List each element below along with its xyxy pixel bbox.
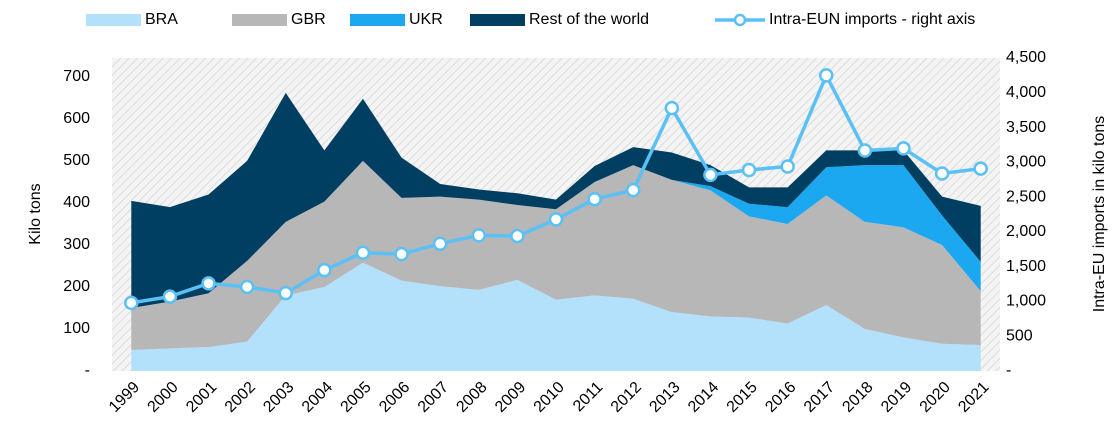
x-tick-label: 2012 bbox=[608, 379, 645, 416]
x-tick-label: 2020 bbox=[917, 379, 954, 416]
line-marker bbox=[703, 167, 718, 183]
y-axis-label: Kilo tons bbox=[27, 183, 44, 244]
y-tick-label: 400 bbox=[63, 194, 90, 211]
area bbox=[131, 92, 981, 308]
x-tick-label: 2016 bbox=[762, 379, 799, 416]
line-marker bbox=[162, 289, 178, 304]
x-tick-label: 2021 bbox=[955, 379, 992, 416]
x-tick-label: 2015 bbox=[724, 379, 761, 416]
legend-swatch bbox=[470, 14, 525, 26]
x-tick-label: 2007 bbox=[415, 379, 452, 416]
line-marker bbox=[664, 100, 680, 116]
y2-tick-label: 1,000 bbox=[1006, 293, 1046, 310]
line-marker bbox=[819, 68, 834, 83]
legend-label: Intra-EUN imports - right axis bbox=[769, 11, 975, 28]
area bbox=[131, 262, 981, 371]
line-marker bbox=[587, 191, 602, 207]
line-marker bbox=[471, 228, 487, 243]
x-tick-label: 2000 bbox=[145, 379, 182, 416]
x-tick-label: 2010 bbox=[531, 379, 568, 416]
y2-tick-label: 500 bbox=[1006, 327, 1033, 344]
y2-tick-label: 4,500 bbox=[1006, 49, 1046, 66]
legend-swatch bbox=[733, 13, 747, 27]
line-marker bbox=[317, 262, 332, 278]
y-tick-label: - bbox=[85, 362, 90, 379]
line-marker bbox=[973, 161, 988, 176]
legend-label: GBR bbox=[291, 11, 326, 28]
x-tick-label: 1999 bbox=[106, 379, 143, 416]
x-tick-label: 2017 bbox=[801, 379, 838, 416]
y-tick-label: 500 bbox=[63, 152, 90, 169]
legend-swatch bbox=[232, 14, 287, 26]
line-marker bbox=[201, 276, 216, 291]
y2-tick-label: 3,500 bbox=[1006, 119, 1046, 136]
line-marker bbox=[394, 246, 409, 262]
line-marker bbox=[780, 159, 795, 174]
x-tick-label: 2004 bbox=[299, 379, 336, 416]
y2-axis-label: Intra-EU imports in kilo tons bbox=[1091, 116, 1108, 313]
x-tick-label: 2003 bbox=[260, 379, 297, 416]
x-tick-label: 2009 bbox=[492, 379, 529, 416]
x-tick-label: 2011 bbox=[570, 379, 606, 415]
x-tick-label: 2014 bbox=[685, 379, 722, 416]
line-marker bbox=[432, 236, 448, 251]
x-tick-label: 2005 bbox=[338, 379, 375, 416]
x-tick-label: 2002 bbox=[222, 379, 259, 416]
x-tick-label: 2013 bbox=[646, 379, 683, 416]
legend-label: Rest of the world bbox=[529, 11, 649, 28]
line-marker bbox=[741, 162, 757, 178]
legend-swatch bbox=[350, 14, 405, 26]
x-tick-label: 2006 bbox=[376, 379, 413, 416]
y-tick-label: 200 bbox=[63, 278, 90, 295]
x-tick-label: 2019 bbox=[878, 379, 915, 416]
line-marker bbox=[934, 166, 950, 181]
line-marker bbox=[857, 143, 873, 158]
line-marker bbox=[355, 245, 371, 261]
y2-tick-label: 3,000 bbox=[1006, 154, 1046, 171]
y2-tick-label: - bbox=[1006, 362, 1011, 379]
y2-tick-label: 2,000 bbox=[1006, 223, 1046, 240]
legend-swatch bbox=[86, 14, 141, 26]
line-marker bbox=[124, 295, 139, 311]
x-tick-label: 2001 bbox=[183, 379, 220, 416]
line-marker bbox=[278, 285, 293, 301]
x-tick-label: 2008 bbox=[453, 379, 490, 416]
y2-tick-label: 4,000 bbox=[1006, 84, 1046, 101]
y-tick-label: 600 bbox=[63, 110, 90, 127]
y2-tick-label: 1,500 bbox=[1006, 258, 1046, 275]
y-tick-label: 700 bbox=[63, 68, 90, 85]
y2-tick-label: 2,500 bbox=[1006, 188, 1046, 205]
y-tick-label: 300 bbox=[63, 236, 90, 253]
line-marker bbox=[239, 279, 255, 295]
legend-label: BRA bbox=[145, 11, 178, 28]
line-marker bbox=[548, 212, 564, 227]
legend-label: UKR bbox=[409, 11, 443, 28]
area bbox=[131, 160, 981, 308]
y-tick-label: 100 bbox=[63, 320, 90, 337]
line-marker bbox=[510, 228, 525, 244]
area bbox=[131, 160, 981, 350]
line-marker bbox=[896, 141, 911, 156]
x-tick-label: 2018 bbox=[839, 379, 876, 416]
line-marker bbox=[625, 182, 641, 198]
